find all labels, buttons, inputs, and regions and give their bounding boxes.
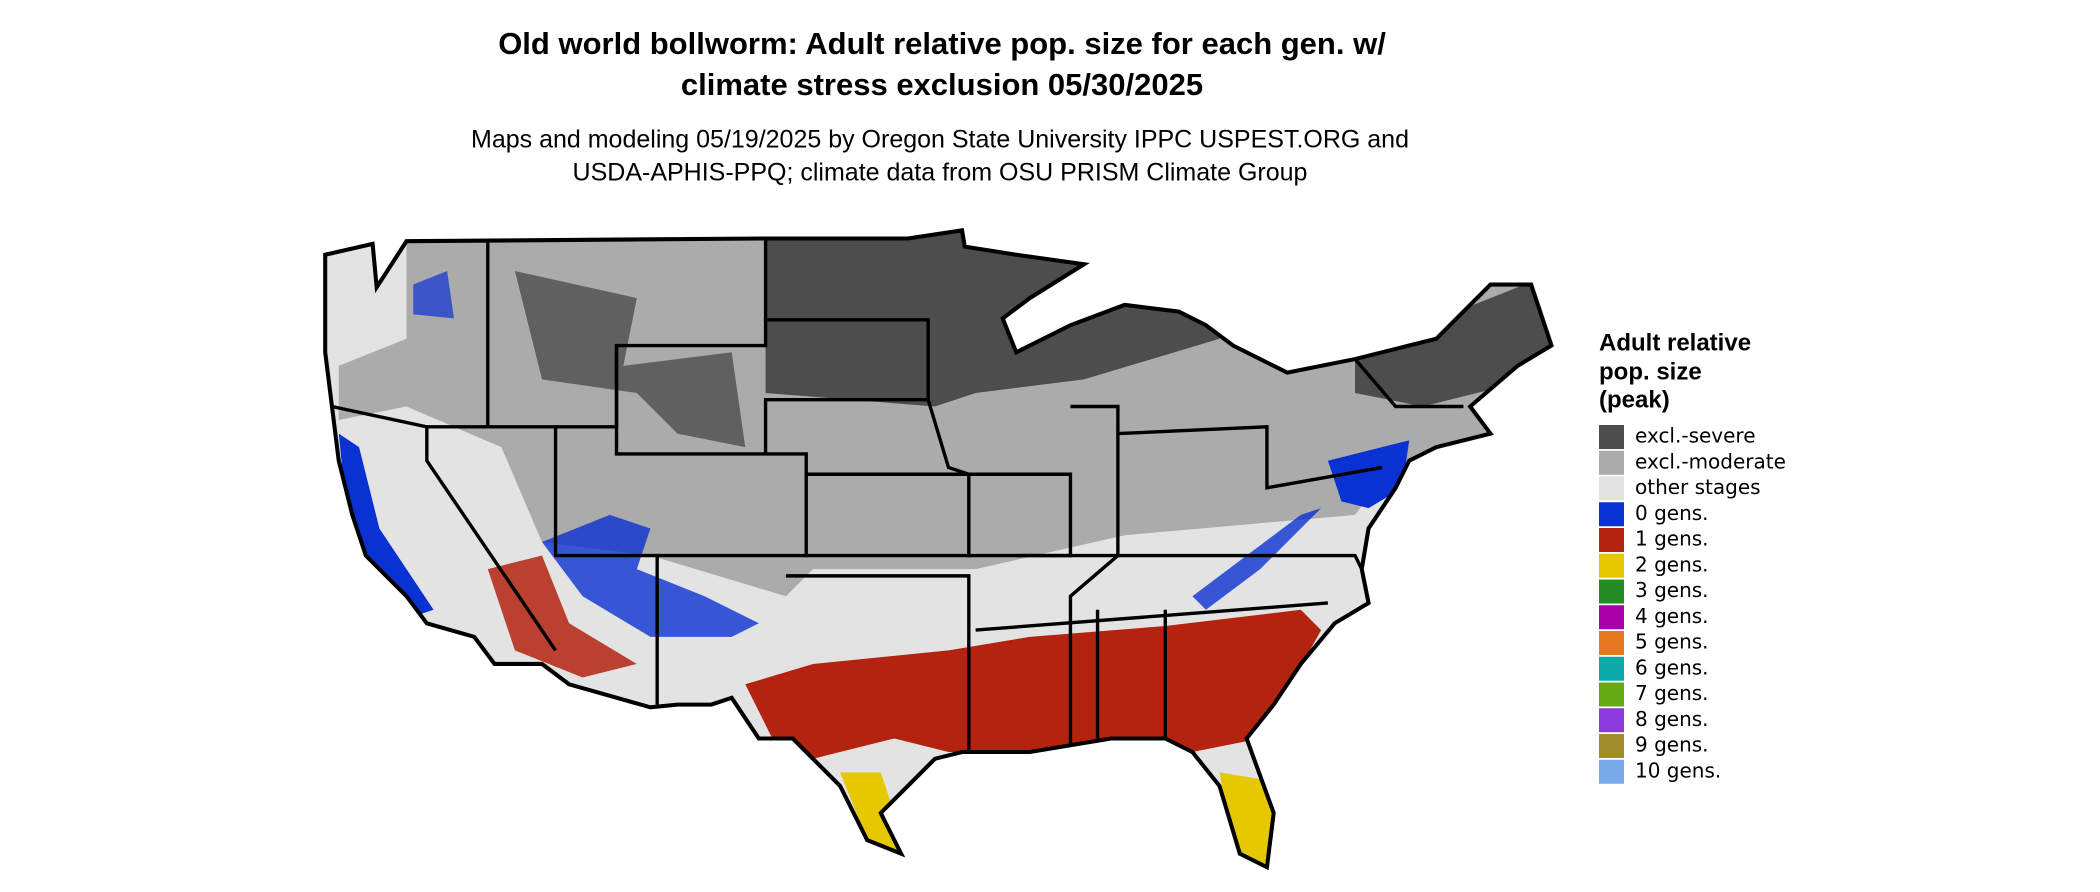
region-severe — [514, 271, 746, 448]
title-line: climate stress exclusion 05/30/2025 — [681, 67, 1203, 102]
legend-swatch — [1599, 759, 1624, 784]
legend-title-line: Adult relative — [1599, 329, 1751, 356]
region-0gen — [1192, 508, 1322, 610]
region-0gen — [1327, 440, 1410, 509]
legend-label: excl.-severe — [1635, 424, 1756, 448]
map — [323, 228, 1554, 871]
legend-label: 1 gens. — [1635, 527, 1709, 551]
legend-label: 10 gens. — [1635, 758, 1721, 782]
title-line: Old world bollworm: Adult relative pop. … — [498, 26, 1386, 61]
region-0gen — [338, 433, 434, 617]
legend-label: 8 gens. — [1635, 707, 1709, 731]
legend-swatch — [1599, 631, 1624, 655]
legend-label: excl.-moderate — [1635, 449, 1786, 473]
legend-swatch — [1599, 450, 1624, 475]
legend-swatch — [1599, 708, 1624, 733]
titles: Old world bollworm: Adult relative pop. … — [471, 26, 1409, 186]
legend-swatch — [1599, 502, 1624, 527]
legend-swatch — [1599, 476, 1624, 501]
region-0gen — [542, 514, 759, 637]
region-1gen — [487, 555, 637, 678]
state-borders — [323, 228, 1554, 871]
legend-title-line: pop. size — [1599, 358, 1702, 385]
region-0gen — [413, 271, 454, 319]
legend-label: 6 gens. — [1635, 655, 1709, 679]
region-severe — [1355, 271, 1552, 407]
legend: Adult relative pop. size (peak) excl.-se… — [1599, 329, 1786, 784]
legend-label: other stages — [1635, 475, 1761, 499]
legend-swatch — [1599, 579, 1624, 604]
legend-swatch — [1599, 605, 1624, 630]
legend-swatch — [1599, 656, 1624, 681]
legend-label: 9 gens. — [1635, 733, 1709, 757]
legend-label: 2 gens. — [1635, 552, 1709, 576]
subtitle-line: USDA-APHIS-PPQ; climate data from OSU PR… — [573, 159, 1308, 187]
legend-label: 4 gens. — [1635, 604, 1709, 628]
legend-label: 3 gens. — [1635, 578, 1709, 602]
legend-swatch — [1599, 682, 1624, 707]
legend-label: 5 gens. — [1635, 630, 1709, 654]
legend-title-line: (peak) — [1599, 386, 1670, 413]
legend-swatch — [1599, 734, 1624, 758]
legend-label: 7 gens. — [1635, 681, 1709, 705]
legend-swatch — [1599, 528, 1624, 552]
legend-label: 0 gens. — [1635, 501, 1709, 525]
legend-swatch — [1599, 425, 1624, 449]
subtitle-line: Maps and modeling 05/19/2025 by Oregon S… — [471, 126, 1409, 154]
region-1gen — [745, 609, 1322, 759]
legend-swatch — [1599, 553, 1624, 578]
